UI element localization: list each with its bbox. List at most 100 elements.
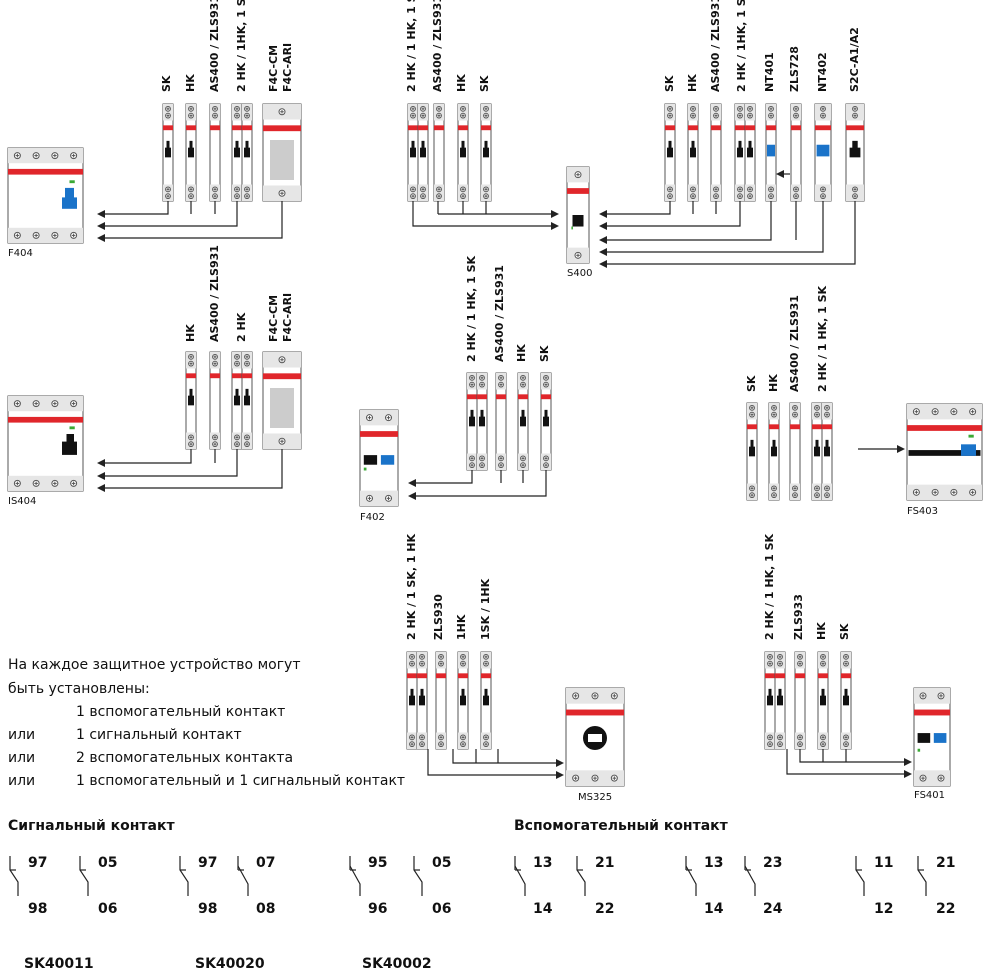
f404-module: [209, 103, 221, 202]
ms325-zls930-label: ZLS930: [432, 594, 445, 640]
lever: [461, 140, 465, 150]
module-top: [791, 104, 801, 121]
is404-module: [209, 351, 221, 450]
lever: [409, 695, 415, 706]
lever: [363, 455, 378, 465]
contact-symbol-8: [685, 856, 697, 896]
f404-module: [231, 103, 243, 202]
arrow-icon: [97, 234, 105, 242]
screw-icon: [460, 660, 466, 667]
screw-icon: [32, 400, 40, 408]
screw-icon: [366, 414, 373, 422]
screw-icon: [70, 231, 78, 239]
notes-prefix-3: или: [8, 773, 36, 789]
red-band: [360, 431, 398, 437]
contact-bottom-8: 14: [704, 901, 724, 917]
red-band: [186, 373, 196, 379]
module-bottom: [186, 184, 196, 201]
lever: [667, 147, 673, 158]
red-band: [458, 673, 468, 679]
arrow-icon: [97, 210, 105, 218]
screw-icon: [572, 692, 580, 700]
fs401-module: [794, 651, 806, 750]
f402-2hk-label: 2 HK / 1 HK, 1 SK: [465, 255, 478, 362]
f404-as400-label: AS400 / ZLS931: [208, 0, 221, 92]
f402-wire: [410, 470, 473, 484]
screw-icon: [13, 231, 21, 239]
module-top: [232, 104, 242, 121]
indicator: [968, 434, 974, 438]
module-bottom: [518, 453, 528, 470]
module-bottom: [846, 184, 864, 201]
arrow-icon: [776, 170, 784, 178]
screw-icon: [479, 462, 485, 469]
f404-2hk-label: 2 HK / 1HK, 1 SK: [235, 0, 248, 92]
screw-icon: [690, 105, 696, 112]
screw-icon: [768, 105, 774, 112]
indicator: [69, 180, 75, 184]
lever: [483, 147, 489, 158]
red-band: [735, 125, 745, 131]
f402-module: [540, 372, 552, 471]
screw-icon: [51, 152, 59, 160]
arrow-icon: [904, 770, 912, 778]
ms325-wire: [452, 749, 556, 764]
arrow-icon: [556, 771, 564, 779]
red-band: [745, 125, 755, 131]
breaker-bottom: [914, 770, 950, 786]
red-band: [795, 673, 805, 679]
lever: [420, 688, 424, 698]
contact-bottom-11: 22: [936, 901, 955, 917]
screw-icon: [385, 494, 392, 502]
contact-top-9: 23: [763, 855, 782, 871]
contact-top-0: 97: [28, 855, 47, 871]
s400-left-module: [433, 103, 445, 202]
ms325-2hk-label: 2 HK / 1 SK, 1 HK: [405, 533, 418, 640]
screw-icon: [460, 112, 466, 119]
screw-icon: [278, 356, 286, 364]
contact-symbol-3: [237, 856, 249, 896]
red-band: [210, 373, 220, 379]
screw-icon: [777, 660, 783, 667]
screw-icon: [436, 186, 442, 193]
screw-icon: [460, 653, 466, 660]
screw-icon: [912, 488, 920, 496]
lever: [235, 388, 239, 398]
red-band: [242, 125, 252, 131]
screw-icon: [843, 653, 849, 660]
module-bottom: [242, 184, 252, 201]
notes-row-0: 1 вспомогательный контакт: [76, 704, 286, 720]
fs403-module: [789, 402, 801, 501]
screw-icon: [820, 193, 826, 200]
red-band: [914, 709, 950, 716]
screw-icon: [165, 193, 171, 200]
lever: [380, 455, 395, 465]
screw-icon: [212, 105, 218, 112]
red-band: [263, 373, 301, 380]
screw-icon: [820, 734, 826, 741]
f404-device-label: F404: [8, 248, 33, 259]
fs401-breaker: [913, 687, 951, 787]
contact-symbol-1: [79, 856, 89, 896]
screw-icon: [234, 112, 240, 119]
screw-icon: [543, 462, 549, 469]
arrow-icon: [551, 222, 559, 230]
module-bottom: [496, 453, 506, 470]
lever: [483, 695, 489, 706]
lever: [460, 147, 466, 158]
lever: [480, 409, 484, 419]
module-bottom: [408, 184, 418, 201]
screw-icon: [244, 186, 250, 193]
arrow-icon: [408, 479, 416, 487]
lever: [65, 187, 74, 200]
s400r-sk-label: SK: [663, 75, 676, 92]
module-bottom: [769, 483, 779, 500]
lever: [668, 140, 672, 150]
is404-wire: [99, 449, 192, 464]
lever: [234, 147, 240, 158]
lever: [244, 395, 250, 406]
fs403-module: [811, 402, 823, 501]
ms325-module: [480, 651, 492, 750]
lever: [737, 147, 743, 158]
screw-icon: [469, 381, 475, 388]
